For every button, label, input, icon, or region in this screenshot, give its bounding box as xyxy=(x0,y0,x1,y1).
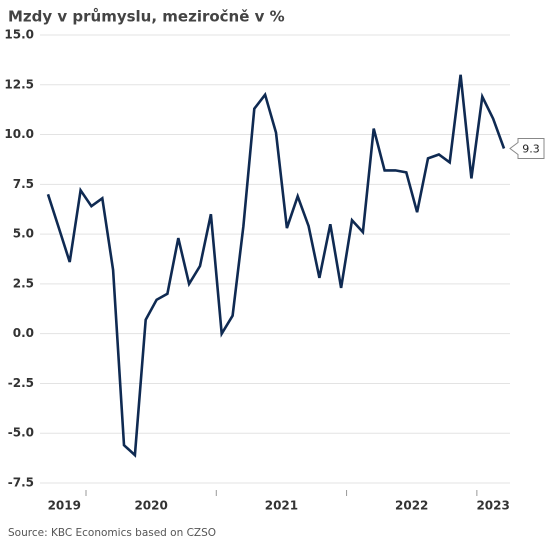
data-line xyxy=(46,74,506,458)
chart-title: Mzdy v průmyslu, meziročně v % xyxy=(8,8,285,26)
y-tick-label: -2.5 xyxy=(8,376,34,390)
x-tick-label: 2019 xyxy=(48,499,81,513)
end-label-box xyxy=(509,137,545,159)
y-tick-label: 12.5 xyxy=(4,77,34,91)
y-tick-label: 2.5 xyxy=(13,276,34,290)
y-tick-label: 15.0 xyxy=(4,28,34,42)
y-tick-label: 10.0 xyxy=(4,127,34,141)
source-note: Source: KBC Economics based on CZSO xyxy=(8,527,216,539)
x-tick-label: 2020 xyxy=(134,499,167,513)
x-tick-label: 2022 xyxy=(395,499,428,513)
x-tick-label: 2021 xyxy=(265,499,298,513)
y-tick-label: -7.5 xyxy=(8,476,34,490)
x-tick-label: 2023 xyxy=(476,499,509,513)
y-tick-label: 7.5 xyxy=(13,177,34,191)
end-label: 9.3 xyxy=(522,142,540,155)
y-tick-label: 0.0 xyxy=(13,326,34,340)
y-tick-label: -5.0 xyxy=(8,426,34,440)
y-tick-label: 5.0 xyxy=(13,227,34,241)
